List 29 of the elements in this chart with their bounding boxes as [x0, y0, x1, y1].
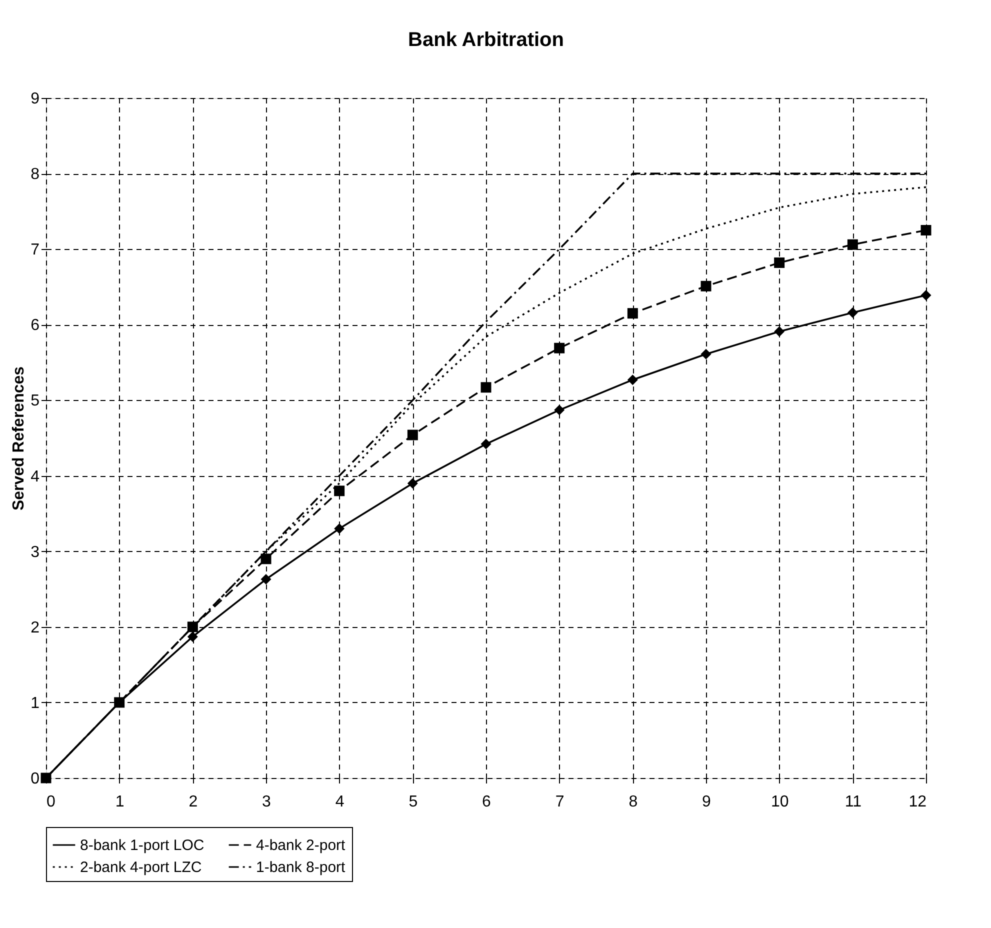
y-tick-label: 6: [30, 317, 40, 334]
y-tick-label: 7: [30, 242, 40, 259]
legend-label: 1-bank 8-port: [256, 859, 346, 876]
y-tick-label: 5: [30, 392, 40, 410]
x-tick-label: 2: [188, 794, 198, 810]
y-tick-label: 3: [30, 544, 40, 561]
legend-label: 8-bank 1-port LOC: [80, 837, 204, 854]
y-tick-label: 8: [30, 166, 40, 184]
x-tick-label: 11: [844, 794, 862, 810]
x-tick-label: 10: [770, 794, 789, 810]
legend-label: 2-bank 4-port LZC: [80, 859, 202, 876]
x-tick-label: 5: [408, 794, 418, 810]
y-tick-label: 1: [30, 694, 40, 712]
y-tick-label: 0: [30, 770, 40, 788]
y-tick-label: 4: [30, 468, 40, 486]
chart-title: Bank Arbitration: [408, 29, 564, 51]
x-tick-label: 1: [115, 794, 124, 810]
x-tick-label: 6: [482, 794, 492, 810]
x-tick-label: 8: [628, 794, 638, 810]
x-tick-label: 3: [262, 794, 272, 810]
x-tick-label: 9: [702, 794, 712, 810]
x-tick-label: 4: [335, 794, 344, 810]
legend-label: 4-bank 2-port: [256, 837, 346, 854]
x-tick-label: 0: [46, 794, 56, 810]
y-axis-title: Served References: [10, 366, 28, 511]
y-tick-label: 9: [30, 90, 40, 108]
y-tick-label: 2: [30, 619, 40, 636]
x-tick-label: 12: [908, 794, 927, 810]
x-tick-label: 7: [555, 794, 564, 810]
